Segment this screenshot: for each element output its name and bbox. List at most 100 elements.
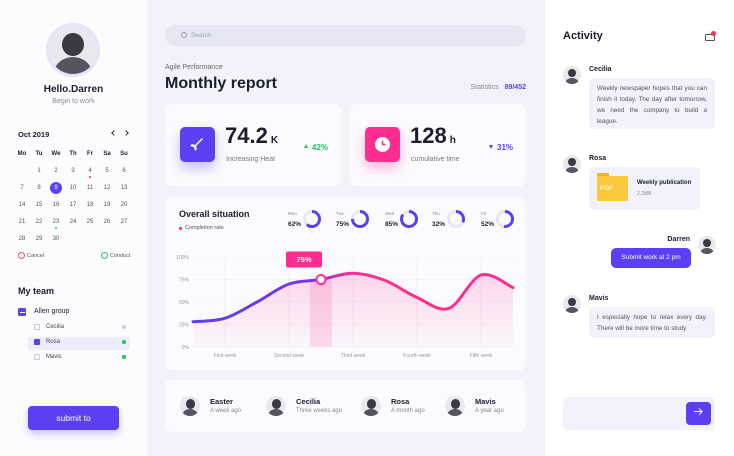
member-checkbox[interactable] (34, 324, 40, 330)
recent-time: A year ago (475, 408, 504, 414)
pdf-folder: PDF (597, 176, 628, 201)
day[interactable]: 17 (69, 202, 77, 208)
search-bar[interactable]: Search (165, 25, 526, 46)
legend-conduct: Conduct (110, 253, 131, 259)
line (191, 271, 515, 324)
status: Begin to work (52, 98, 95, 105)
group-checkbox-mark (19, 311, 25, 313)
donut-arc (305, 210, 321, 228)
weekday: Sa (103, 151, 111, 157)
day-label: Fri (481, 211, 486, 216)
donut-arc (503, 210, 514, 228)
day[interactable]: 24 (69, 219, 77, 225)
day[interactable]: 4 (88, 168, 92, 174)
day[interactable]: 22 (35, 219, 43, 225)
day[interactable]: 27 (120, 219, 128, 225)
avatar-head (450, 399, 460, 409)
member-status (122, 340, 126, 344)
member-checkbox[interactable] (34, 354, 40, 360)
sender-name: Darren (667, 236, 690, 243)
day[interactable]: 13 (120, 185, 128, 191)
day[interactable]: 8 (37, 185, 41, 191)
avatar (49, 26, 97, 74)
message-text: Submit work at 2 pm (621, 254, 681, 261)
day[interactable]: 11 (86, 185, 94, 191)
kpi-label: cumulative time (411, 156, 460, 163)
avatar-body (699, 247, 715, 254)
day[interactable]: 18 (86, 202, 94, 208)
kpi-icon (365, 127, 400, 162)
team-group: Allen group (34, 308, 70, 315)
day[interactable]: 6 (122, 168, 126, 174)
day[interactable]: 30 (52, 236, 60, 242)
day[interactable]: 9 (54, 185, 58, 191)
day-label: Tue (336, 211, 344, 216)
overall-title: Overall situation (179, 209, 250, 219)
recent-time: Three weeks ago (296, 408, 343, 414)
member-name: Cecilia (46, 323, 65, 330)
weekday: Mo (17, 151, 27, 157)
avatar-body (53, 57, 93, 74)
send-button[interactable] (686, 402, 711, 425)
day[interactable]: 2 (54, 168, 58, 174)
weekday: Fr (87, 151, 93, 157)
day[interactable]: 12 (103, 185, 111, 191)
day[interactable]: 21 (18, 219, 26, 225)
message-text: Weekly newspaper hopes that you can fini… (597, 85, 707, 125)
y-tick-label: 100% (176, 255, 189, 261)
x-tick-label: Third week (341, 353, 366, 359)
day[interactable]: 26 (103, 219, 111, 225)
legend-cancel: Cancel (27, 253, 45, 259)
x-tick-label: Fourth week (403, 353, 431, 359)
day[interactable]: 29 (35, 236, 43, 242)
kpi-icon (180, 127, 215, 162)
day-value: 75% (336, 221, 349, 228)
day[interactable]: 1 (37, 168, 41, 174)
avatar (563, 295, 581, 313)
sender-name: Rosa (589, 155, 607, 162)
day[interactable]: 10 (69, 185, 77, 191)
statistics-label: Statistics (470, 84, 499, 91)
clock-hands (381, 140, 386, 146)
day[interactable]: 25 (86, 219, 94, 225)
recent-time: A week ago (210, 408, 242, 414)
x-tick-label: First week (214, 353, 237, 359)
avatar-body (447, 409, 463, 416)
day[interactable]: 5 (105, 168, 109, 174)
day[interactable]: 15 (35, 202, 43, 208)
avatar-body (564, 166, 580, 173)
recent-name: Cecilia (296, 397, 321, 406)
member-status (122, 355, 126, 359)
submit-button[interactable]: submit to (28, 406, 119, 430)
avatar (266, 396, 286, 416)
day[interactable]: 7 (20, 185, 24, 191)
avatar-body (564, 306, 580, 313)
avatar-head (567, 68, 577, 78)
day[interactable]: 3 (71, 168, 75, 174)
weekday: Th (69, 151, 77, 157)
kpi-number: 74.2 (225, 123, 268, 148)
kpi-label: Increasing Heat (226, 156, 276, 163)
day[interactable]: 16 (52, 202, 60, 208)
day[interactable]: 28 (18, 236, 26, 242)
event-dot (89, 176, 91, 178)
kpi-unit: K (270, 135, 279, 146)
file-name: Weekly publication (637, 180, 692, 186)
avatar-head (702, 238, 712, 248)
selected-day (50, 182, 62, 194)
day-label: Thu (432, 211, 440, 216)
x-tick-label: Second week (274, 353, 305, 359)
member-checkbox[interactable] (34, 339, 40, 345)
day[interactable]: 20 (120, 202, 128, 208)
day[interactable]: 23 (52, 219, 60, 225)
member-name: Mavis (46, 353, 62, 360)
conduct-icon (101, 252, 108, 259)
day[interactable]: 19 (103, 202, 111, 208)
mail-icon[interactable] (705, 34, 715, 41)
message-input[interactable] (563, 397, 715, 430)
sender-name: Mavis (589, 295, 609, 302)
cancel-icon (18, 252, 25, 259)
day[interactable]: 14 (18, 202, 26, 208)
team-title: My team (18, 286, 55, 296)
avatar (563, 66, 581, 84)
